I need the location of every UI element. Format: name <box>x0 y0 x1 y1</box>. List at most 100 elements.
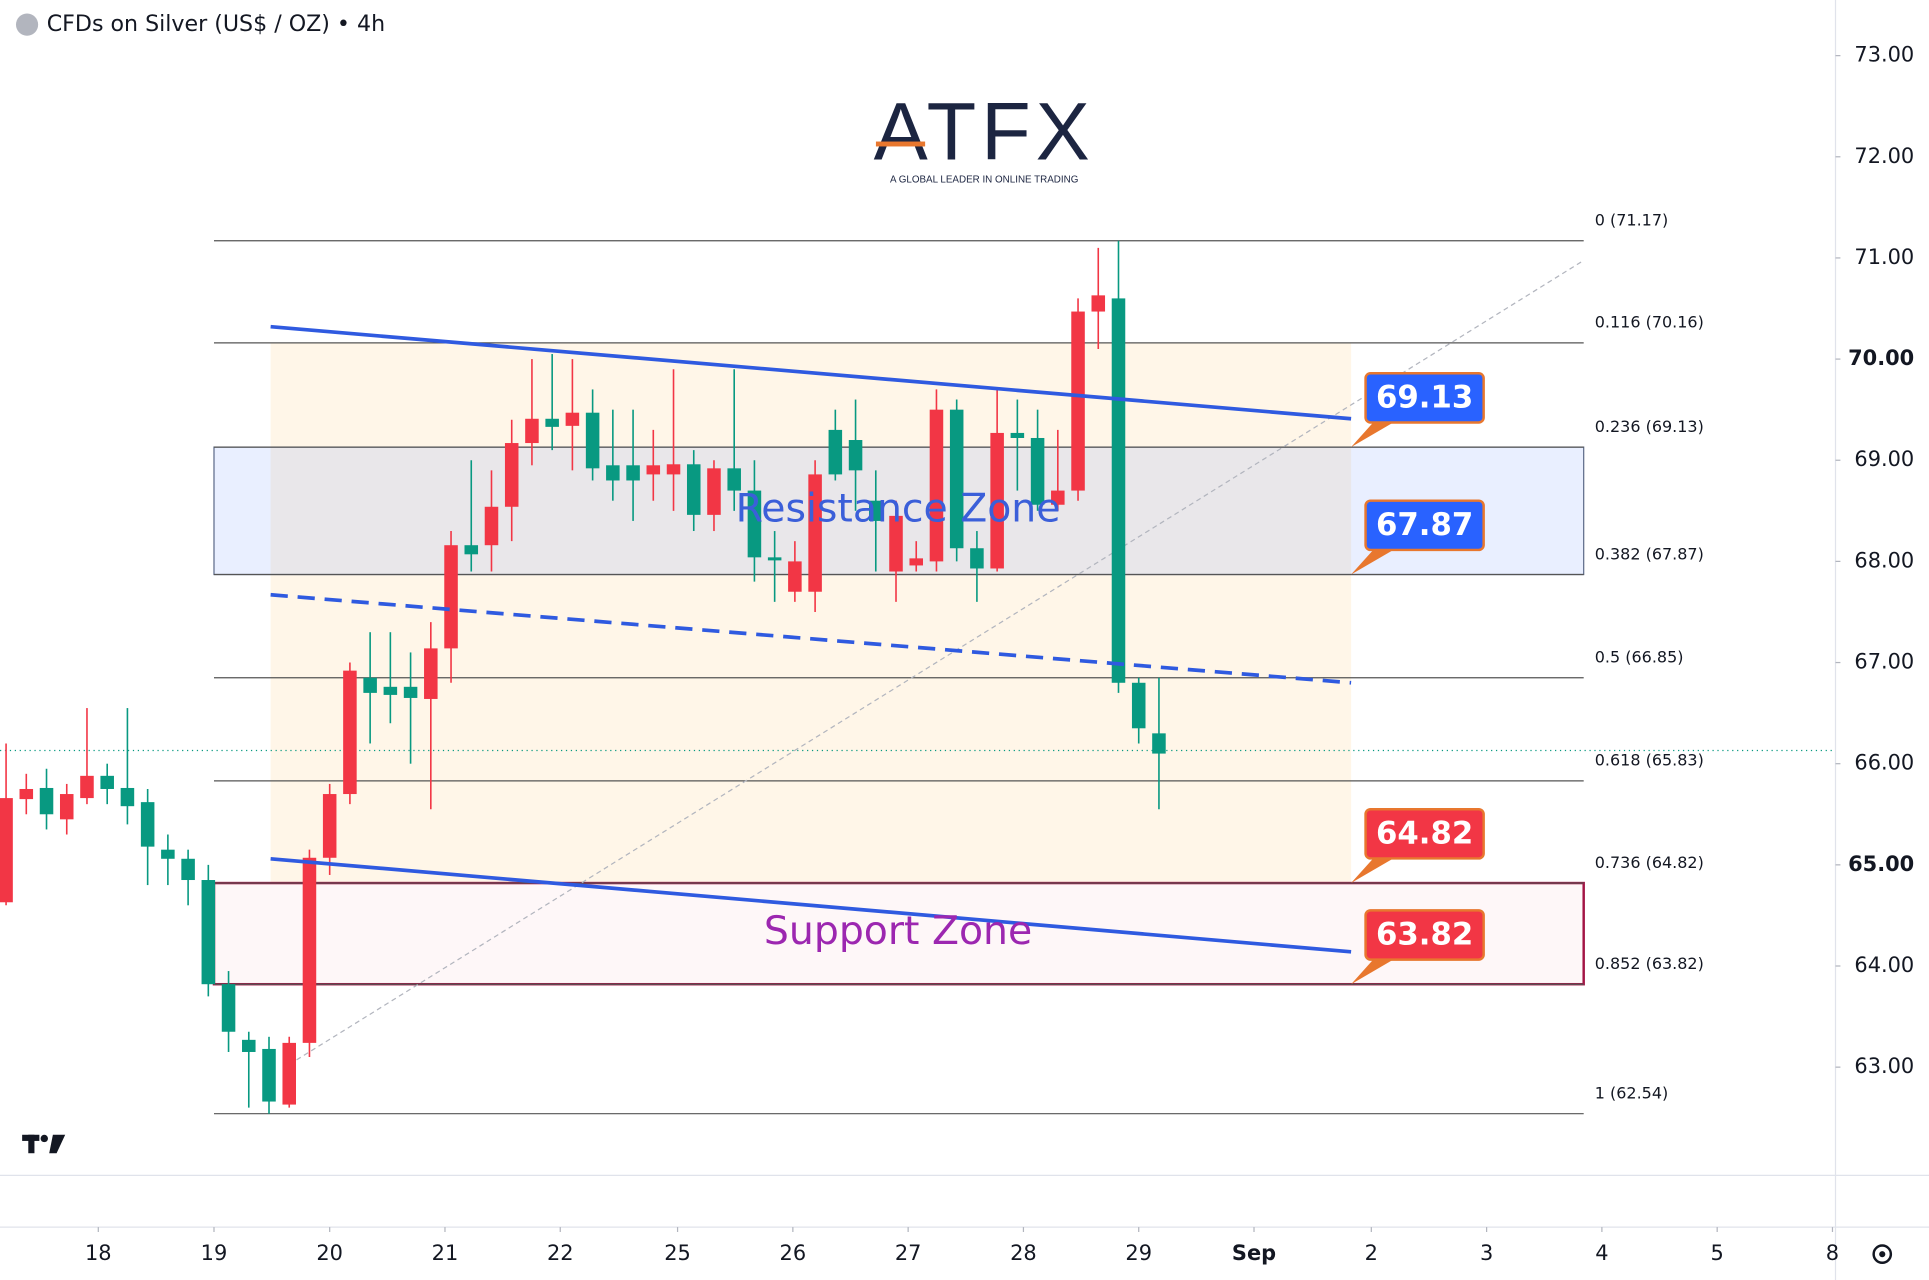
logo-accent <box>875 141 926 147</box>
x-tick-label: 4 <box>1595 1241 1608 1265</box>
candle-body <box>383 686 398 695</box>
fib-label: 0.236 (69.13) <box>1595 417 1704 436</box>
tv-logo-part <box>40 1134 48 1143</box>
x-tick-label: 22 <box>547 1241 574 1265</box>
candle-body <box>889 515 903 572</box>
zone-label: Support Zone <box>764 908 1032 954</box>
callout-pointer <box>1351 420 1398 448</box>
tv-logo-part <box>28 1134 35 1154</box>
callout-pointer <box>1351 957 1398 985</box>
y-tick-label: 64.00 <box>1854 953 1914 977</box>
candle-body <box>221 984 236 1032</box>
candle-body <box>59 794 74 820</box>
candle-body <box>1152 733 1166 754</box>
candle-body <box>1111 298 1126 683</box>
candle-body <box>767 557 782 561</box>
x-tick-label: 5 <box>1711 1241 1724 1265</box>
candle-body <box>1010 432 1025 438</box>
candle-body <box>1051 490 1065 505</box>
candle-body <box>788 561 802 592</box>
x-tick-label: 19 <box>201 1241 228 1265</box>
candle-body <box>727 468 741 491</box>
candle-body <box>565 412 580 426</box>
candle-body <box>403 686 418 698</box>
settings-gear-center[interactable] <box>1879 1251 1886 1258</box>
candle-body <box>322 794 337 858</box>
candle-body <box>869 500 883 521</box>
zone <box>212 881 1585 986</box>
y-tick-label: 72.00 <box>1854 144 1914 168</box>
candle-body <box>626 465 640 481</box>
logo: ATFX <box>874 86 1095 177</box>
candle-body <box>1131 682 1146 729</box>
x-tick-label: 3 <box>1480 1241 1493 1265</box>
candle-body <box>0 798 13 903</box>
candle-body <box>929 409 944 562</box>
fib-label: 0.116 (70.16) <box>1595 313 1704 332</box>
y-tick-label: 73.00 <box>1854 43 1914 67</box>
y-tick-label: 69.00 <box>1854 447 1914 471</box>
candle-body <box>525 418 539 444</box>
candle-body <box>848 440 863 471</box>
candle-body <box>120 787 135 807</box>
candle-body <box>585 412 600 469</box>
callout-label: 64.82 <box>1376 816 1473 852</box>
candle-body <box>424 648 438 699</box>
candle-body <box>646 465 661 475</box>
callout-label: 63.82 <box>1376 917 1473 953</box>
callout-box <box>1364 909 1485 961</box>
candle-body <box>201 880 216 985</box>
y-tick-label: 70.00 <box>1848 346 1914 370</box>
callout-label: 69.13 <box>1376 380 1473 416</box>
candle-body <box>282 1042 296 1105</box>
x-tick-label: 26 <box>780 1241 807 1265</box>
candle-body <box>1091 295 1106 312</box>
candle-body <box>707 468 721 515</box>
tradingview-logo <box>22 1134 66 1154</box>
trendline <box>270 324 1352 421</box>
x-tick-label: 2 <box>1365 1241 1378 1265</box>
settings-icon[interactable] <box>1872 1244 1893 1264</box>
x-tick-label: 27 <box>895 1241 922 1265</box>
y-tick-label: 71.00 <box>1854 245 1914 269</box>
callout-pointer <box>1351 547 1398 575</box>
candle-body <box>828 429 843 475</box>
symbol-icon <box>15 13 39 36</box>
callout-box <box>1364 499 1485 552</box>
candle-body <box>970 548 984 569</box>
candle-body <box>484 506 499 546</box>
chart-title: CFDs on Silver (US$ / OZ) • 4h <box>47 11 385 37</box>
candle-body <box>464 545 479 555</box>
candle-body <box>80 775 94 799</box>
zone-label: Resistance Zone <box>736 485 1061 531</box>
candle-body <box>100 775 114 789</box>
x-tick-label: 29 <box>1125 1241 1152 1265</box>
candle-body <box>504 443 519 507</box>
trendline <box>270 592 1352 685</box>
candle-body <box>949 409 964 549</box>
settings-gear[interactable] <box>1872 1244 1893 1264</box>
candle-body <box>686 464 701 515</box>
fib-label: 0.618 (65.83) <box>1595 751 1704 770</box>
candle-body <box>808 474 822 592</box>
candle-body <box>181 858 195 881</box>
tv-logo-part <box>49 1134 66 1154</box>
trendline <box>270 856 1352 954</box>
x-tick-label: 8 <box>1826 1241 1839 1265</box>
candle-body <box>1071 311 1085 491</box>
candle-body <box>363 677 377 693</box>
y-tick-label: 66.00 <box>1854 751 1914 775</box>
channel-background <box>270 342 1352 884</box>
candle-body <box>242 1039 256 1052</box>
fib-label: 1 (62.54) <box>1595 1083 1668 1102</box>
x-tick-label: 25 <box>664 1241 691 1265</box>
callout-box <box>1364 807 1485 860</box>
fib-label: 0.852 (63.82) <box>1595 954 1704 973</box>
y-tick-label: 63.00 <box>1854 1054 1914 1078</box>
fib-label: 0.736 (64.82) <box>1595 853 1704 872</box>
y-tick-label: 67.00 <box>1854 650 1914 674</box>
x-tick-label: Sep <box>1232 1241 1276 1265</box>
x-tick-label: 21 <box>432 1241 459 1265</box>
